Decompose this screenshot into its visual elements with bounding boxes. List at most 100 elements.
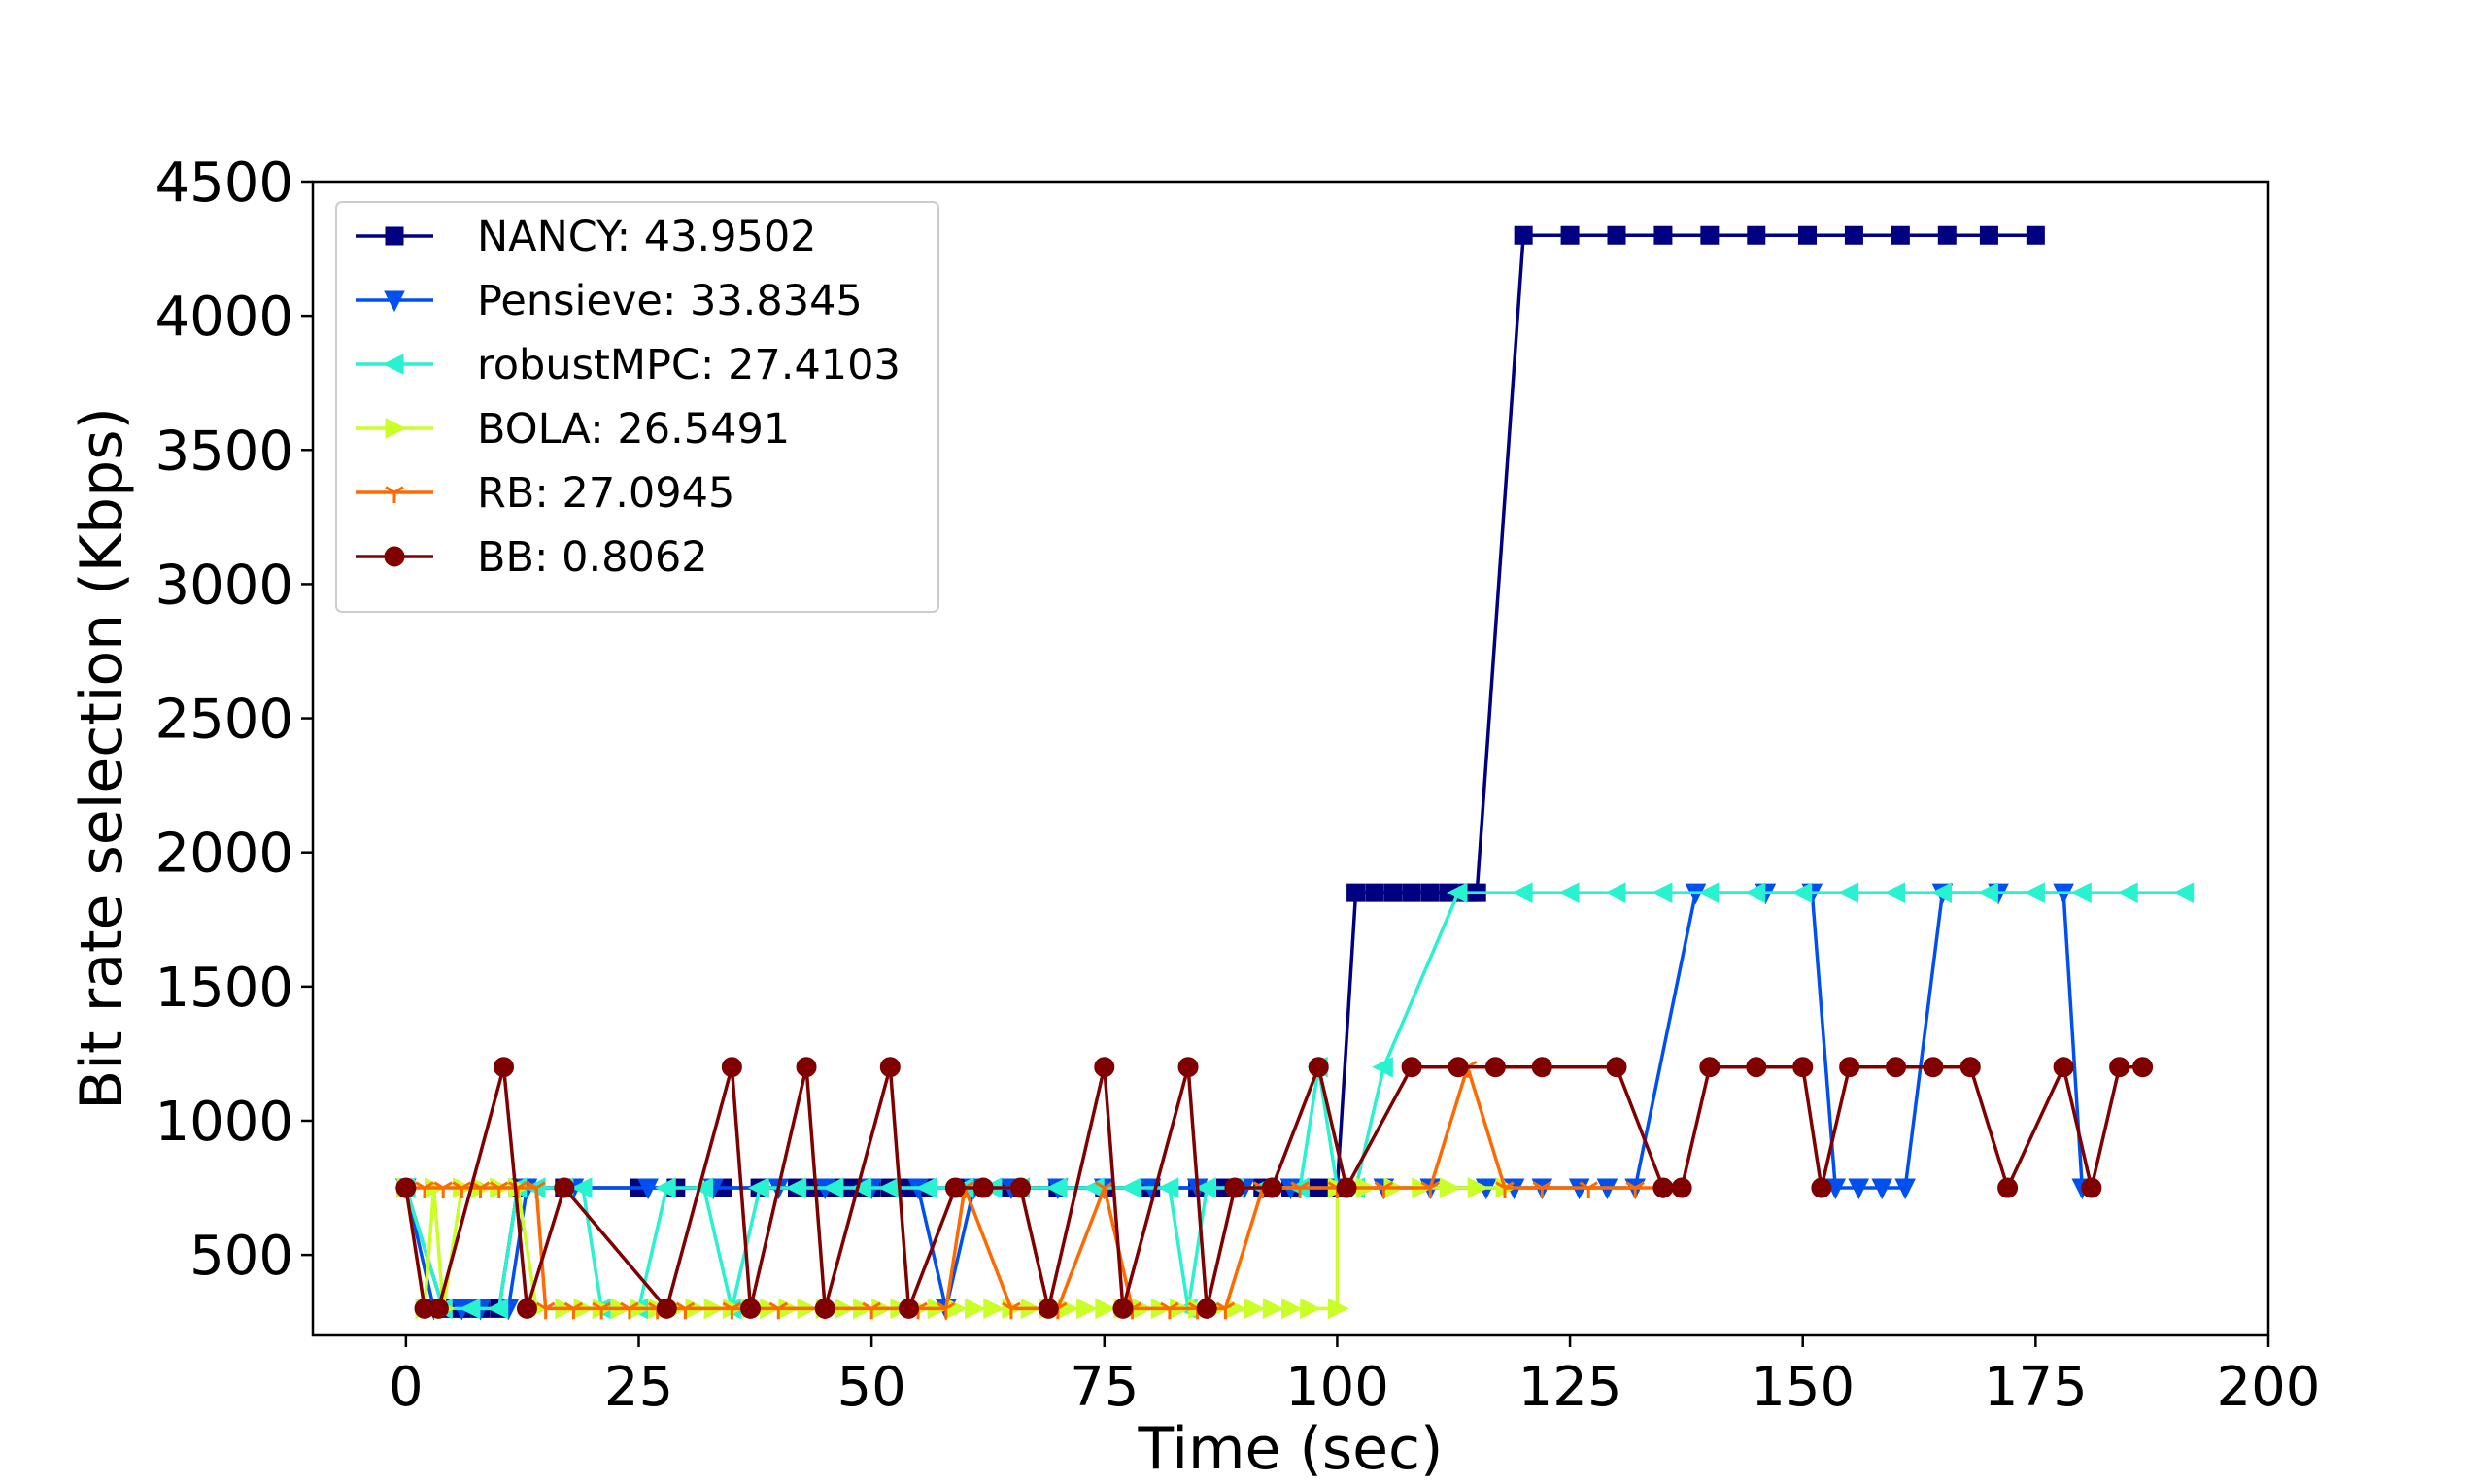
data-point-bb bbox=[2053, 1057, 2074, 1078]
data-point-rb bbox=[535, 1301, 556, 1320]
legend-marker bbox=[385, 418, 407, 439]
series-bb bbox=[395, 1057, 2154, 1319]
data-point-bb bbox=[740, 1298, 762, 1319]
x-tick-label: 175 bbox=[1984, 1356, 2088, 1419]
data-point-robustmpc bbox=[692, 1177, 714, 1198]
data-point-bb bbox=[1652, 1177, 1674, 1198]
data-point-robustmpc bbox=[1697, 882, 1720, 903]
legend-marker bbox=[384, 290, 405, 313]
data-point-bb bbox=[879, 1057, 901, 1078]
data-point-rb bbox=[1625, 1181, 1645, 1199]
data-point-robustmpc bbox=[2172, 882, 2195, 903]
data-point-bb bbox=[1308, 1057, 1329, 1078]
data-point-robustmpc bbox=[2024, 882, 2045, 903]
x-tick-label: 125 bbox=[1518, 1356, 1622, 1419]
legend-label: robustMPC: 27.4103 bbox=[477, 341, 901, 389]
data-point-bola bbox=[1281, 1298, 1303, 1320]
x-axis-label: Time (sec) bbox=[1138, 1415, 1444, 1483]
data-point-robustmpc bbox=[1651, 882, 1673, 903]
data-point-robustmpc bbox=[1120, 1177, 1142, 1198]
data-point-rb bbox=[722, 1301, 742, 1320]
legend-entry-nancy: NANCY: 43.9502 bbox=[356, 213, 817, 261]
data-point-bb bbox=[516, 1298, 537, 1319]
data-point-pensieve bbox=[1871, 1178, 1893, 1200]
x-tick-label: 150 bbox=[1751, 1356, 1855, 1419]
data-point-bb bbox=[1792, 1057, 1814, 1078]
data-point-rb bbox=[620, 1301, 639, 1320]
x-tick-label: 50 bbox=[837, 1356, 906, 1419]
data-point-bb bbox=[494, 1057, 515, 1078]
data-point-bb bbox=[1923, 1057, 1944, 1078]
data-point-bb bbox=[814, 1298, 835, 1319]
data-point-bb bbox=[796, 1057, 817, 1078]
data-point-robustmpc bbox=[785, 1177, 806, 1198]
data-point-robustmpc bbox=[822, 1177, 844, 1198]
data-point-bb bbox=[721, 1057, 742, 1078]
legend-label: Pensieve: 33.8345 bbox=[477, 277, 863, 325]
data-point-bola bbox=[1244, 1298, 1266, 1320]
y-tick-label: 3500 bbox=[154, 420, 293, 483]
legend-entry-robustmpc: robustMPC: 27.4103 bbox=[356, 341, 901, 389]
data-point-rb bbox=[433, 1181, 453, 1199]
legend-marker bbox=[385, 226, 404, 246]
data-point-robustmpc bbox=[747, 1177, 769, 1198]
data-point-rb bbox=[1215, 1301, 1236, 1320]
legend-marker bbox=[382, 354, 404, 375]
data-point-rb bbox=[527, 1181, 546, 1199]
data-point-bola bbox=[965, 1298, 986, 1320]
data-point-robustmpc bbox=[1604, 882, 1626, 903]
data-point-robustmpc bbox=[1157, 1177, 1179, 1198]
data-point-rb bbox=[1160, 1301, 1179, 1320]
data-point-robustmpc bbox=[915, 1177, 937, 1198]
x-tick-label: 75 bbox=[1070, 1356, 1139, 1419]
data-point-robustmpc bbox=[850, 1177, 872, 1198]
data-point-nancy bbox=[1798, 225, 1818, 245]
data-point-bb bbox=[1671, 1177, 1692, 1198]
data-point-bb bbox=[1401, 1057, 1422, 1078]
legend-box bbox=[335, 201, 939, 613]
data-point-rb bbox=[862, 1301, 881, 1320]
data-point-bola bbox=[983, 1298, 1005, 1320]
data-point-nancy bbox=[1747, 225, 1766, 245]
data-point-robustmpc bbox=[1744, 882, 1766, 903]
data-point-robustmpc bbox=[1557, 882, 1580, 903]
data-point-nancy bbox=[1607, 225, 1626, 245]
data-point-bb bbox=[1484, 1057, 1506, 1078]
data-point-pensieve bbox=[1848, 1178, 1870, 1200]
data-point-bb bbox=[1699, 1057, 1720, 1078]
y-tick-label: 3000 bbox=[154, 554, 293, 617]
data-point-rb bbox=[489, 1181, 509, 1199]
data-point-rb bbox=[563, 1301, 584, 1320]
legend-label: RB: 27.0945 bbox=[477, 469, 734, 518]
data-point-robustmpc bbox=[1930, 882, 1952, 903]
data-point-robustmpc bbox=[1884, 882, 1906, 903]
data-point-bb bbox=[2132, 1057, 2154, 1078]
y-tick-label: 4000 bbox=[154, 286, 293, 349]
data-point-robustmpc bbox=[1837, 882, 1859, 903]
data-point-bb bbox=[944, 1177, 966, 1198]
data-point-rb bbox=[1374, 1181, 1394, 1199]
x-tick-label: 100 bbox=[1285, 1356, 1389, 1419]
legend-entry-rb: RB: 27.0945 bbox=[356, 469, 734, 518]
data-point-bola bbox=[1095, 1298, 1116, 1320]
y-tick-label: 1000 bbox=[154, 1091, 293, 1154]
y-tick-label: 1500 bbox=[154, 957, 293, 1020]
data-point-bb bbox=[972, 1177, 994, 1198]
legend-entry-pensieve: Pensieve: 33.8345 bbox=[356, 277, 863, 325]
legend-entry-bola: BOLA: 26.5491 bbox=[356, 405, 790, 454]
data-point-bb bbox=[554, 1177, 575, 1198]
data-point-bola bbox=[1076, 1298, 1098, 1320]
data-point-rb bbox=[1002, 1301, 1021, 1320]
data-point-bb bbox=[1997, 1177, 2019, 1198]
data-point-bb bbox=[1010, 1177, 1032, 1198]
plot-frame bbox=[311, 180, 2270, 1337]
data-point-nancy bbox=[1420, 883, 1440, 902]
data-point-nancy bbox=[1402, 883, 1421, 902]
data-point-bb bbox=[1448, 1057, 1469, 1078]
x-tick-label: 200 bbox=[2217, 1356, 2321, 1419]
data-point-bb bbox=[1746, 1057, 1767, 1078]
data-point-robustmpc bbox=[2117, 882, 2138, 903]
data-point-nancy bbox=[1937, 225, 1957, 245]
data-point-bb bbox=[1038, 1298, 1059, 1319]
data-point-nancy bbox=[2026, 225, 2045, 245]
